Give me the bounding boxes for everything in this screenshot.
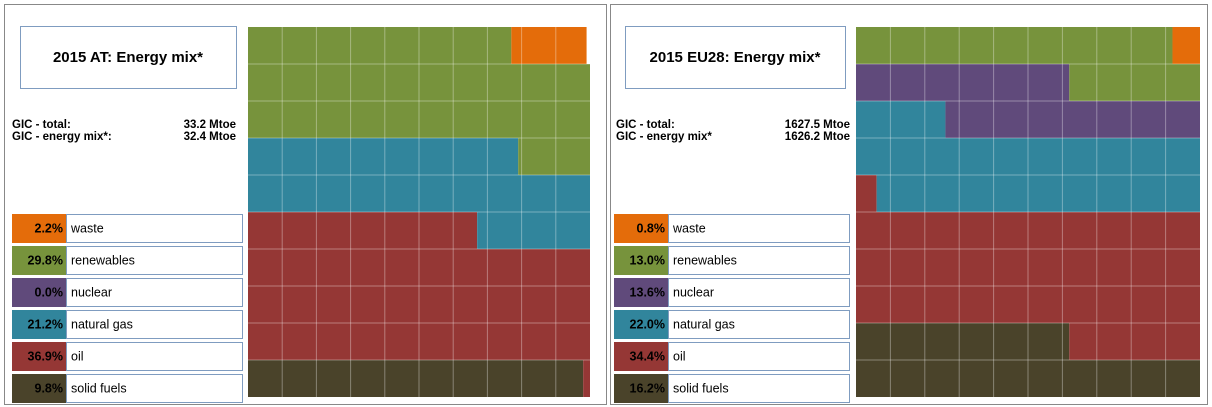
legend-swatch	[12, 278, 66, 307]
waffle-segment	[248, 323, 590, 360]
legend-box	[66, 278, 243, 307]
legend-box	[66, 374, 243, 403]
stat-value: 1627.5 Mtoe	[785, 119, 850, 131]
waffle-segment	[518, 138, 590, 175]
waffle-segment	[248, 212, 478, 249]
title-box	[20, 26, 237, 89]
legend-swatch	[614, 342, 668, 371]
legend-box	[668, 374, 850, 403]
legend-box	[668, 310, 850, 339]
legend-swatch	[614, 374, 668, 403]
legend-swatch	[12, 246, 66, 275]
legend-swatch	[614, 246, 668, 275]
waffle	[856, 27, 1200, 397]
stat-label: GIC - energy mix*	[616, 131, 712, 143]
waffle-segment	[248, 286, 590, 323]
legend-box	[668, 278, 850, 307]
legend-value: 9.8%	[35, 381, 64, 395]
legend-swatch	[12, 342, 66, 371]
legend-swatch	[614, 278, 668, 307]
waffle-segment	[1069, 64, 1200, 101]
legend-label: oil	[673, 349, 686, 363]
legend-box	[668, 246, 850, 275]
legend-value: 29.8%	[28, 253, 63, 267]
panel-frame	[610, 4, 1208, 405]
legend-box	[66, 246, 243, 275]
waffle-segment	[856, 212, 1200, 249]
legend-swatch	[12, 214, 66, 243]
legend-value: 2.2%	[35, 221, 64, 235]
legend-value: 13.6%	[630, 285, 665, 299]
waffle-segment	[856, 138, 1200, 175]
waffle-segment	[511, 27, 587, 64]
legend-box	[668, 214, 850, 243]
legend-value: 13.0%	[630, 253, 665, 267]
waffle-segment	[248, 27, 512, 64]
waffle-segment	[856, 323, 1070, 360]
panel-title: 2015 EU28: Energy mix*	[650, 49, 821, 66]
waffle-segment	[1172, 27, 1200, 64]
legend-box	[66, 342, 243, 371]
legend-label: nuclear	[673, 285, 714, 299]
legend-value: 22.0%	[630, 317, 665, 331]
waffle-segment	[248, 101, 590, 138]
waffle-segment	[583, 360, 590, 397]
panel-title: 2015 AT: Energy mix*	[53, 49, 203, 66]
legend-label: renewables	[673, 253, 737, 267]
legend-label: solid fuels	[673, 381, 729, 395]
legend-value: 16.2%	[630, 381, 665, 395]
stat-value: 1626.2 Mtoe	[785, 131, 850, 143]
waffle-segment	[248, 175, 590, 212]
waffle-segment	[856, 360, 1200, 397]
waffle-segment	[248, 249, 590, 286]
waffle-segment	[856, 286, 1200, 323]
waffle-segment	[856, 27, 1173, 64]
waffle-segment	[856, 64, 1070, 101]
stat-label: GIC - total:	[616, 119, 675, 131]
waffle	[248, 27, 590, 397]
waffle-segment	[856, 101, 946, 138]
legend-box	[66, 310, 243, 339]
legend-box	[668, 342, 850, 371]
legend-swatch	[614, 310, 668, 339]
stat-value: 33.2 Mtoe	[184, 119, 236, 131]
waffle-segment	[477, 212, 590, 249]
legend-label: natural gas	[71, 317, 133, 331]
legend-label: nuclear	[71, 285, 112, 299]
waffle-segment	[248, 360, 584, 397]
legend-swatch	[12, 310, 66, 339]
waffle-segment	[945, 101, 1200, 138]
waffle-segment	[1069, 323, 1200, 360]
waffle-segment	[248, 138, 519, 175]
legend-label: solid fuels	[71, 381, 127, 395]
panel-frame	[4, 4, 607, 405]
legend-swatch	[614, 214, 668, 243]
legend-label: waste	[70, 221, 104, 235]
waffle-segment	[876, 175, 1200, 212]
stat-label: GIC - energy mix*:	[12, 131, 112, 143]
waffle-segment	[248, 64, 590, 101]
legend-label: renewables	[71, 253, 135, 267]
legend-value: 36.9%	[28, 349, 63, 363]
legend-label: natural gas	[673, 317, 735, 331]
legend-swatch	[12, 374, 66, 403]
legend-label: oil	[71, 349, 84, 363]
waffle-segment	[856, 175, 877, 212]
legend-value: 0.8%	[637, 221, 666, 235]
legend-label: waste	[672, 221, 706, 235]
legend-value: 0.0%	[35, 285, 64, 299]
title-box	[625, 26, 846, 89]
legend-box	[66, 214, 243, 243]
legend-value: 21.2%	[28, 317, 63, 331]
stat-value: 32.4 Mtoe	[184, 131, 236, 143]
stat-label: GIC - total:	[12, 119, 71, 131]
waffle-segment	[856, 249, 1200, 286]
legend-value: 34.4%	[630, 349, 665, 363]
